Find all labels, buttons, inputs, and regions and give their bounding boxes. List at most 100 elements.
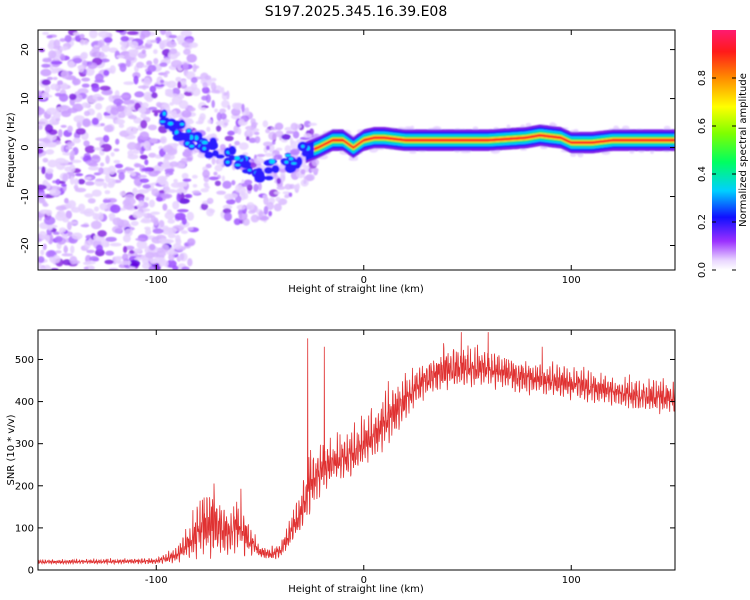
colorbar-tick-label: 0.4 (697, 166, 708, 182)
spectrogram-noise-blob (97, 230, 107, 238)
spectrogram-y-tick-label: 10 (20, 92, 31, 105)
spectrogram-ridge-blob-core (189, 144, 195, 148)
spectrogram-noise-blob (148, 170, 159, 177)
spectrogram-noise-blob (233, 103, 244, 110)
spectrogram-noise-blob (183, 91, 194, 97)
spectrogram-noise-blob (123, 81, 135, 85)
spectrogram-noise-blob (132, 149, 140, 155)
spectrogram-noise-blob (100, 123, 105, 127)
spectrogram-noise-blob (138, 200, 145, 207)
spectrogram-noise-blob (103, 37, 113, 43)
snr-y-ticks: 0 100 200 300 400 500 (15, 355, 675, 577)
spectrogram-noise-blob (233, 218, 241, 226)
spectrogram-noise-blob (65, 210, 73, 219)
spectrogram-noise-blob (103, 69, 110, 77)
spectrogram-noise-blob (147, 124, 158, 131)
spectrogram-noise-blob (93, 147, 104, 151)
spectrogram-noise-blob (211, 99, 215, 108)
spectrogram-noise-blob (152, 228, 164, 234)
spectrogram-noise-blob (71, 78, 81, 86)
spectrogram-noise-blob (216, 112, 222, 122)
spectrogram-noise-blob (113, 98, 124, 106)
spectrogram-noise-blob (264, 152, 274, 157)
spectrogram-noise-blob (160, 193, 173, 199)
spectrogram-noise-blob (41, 79, 51, 86)
spectrogram-noise-blob (200, 188, 209, 193)
spectrogram-noise-blob (40, 267, 48, 270)
colorbar-tick-label: 0.0 (697, 262, 708, 278)
spectrogram-noise-blob (175, 76, 182, 83)
spectrogram-noise-blob (254, 136, 261, 144)
spectrogram-noise-blob (237, 186, 247, 195)
spectrogram-noise-blob (69, 176, 75, 185)
spectrogram-ridge-blob (228, 145, 237, 155)
spectrogram-noise-blob (276, 186, 286, 190)
spectrogram-noise-blob (201, 106, 207, 111)
spectrogram-noise-blob (87, 61, 93, 65)
spectrogram-noise-blob (124, 245, 135, 251)
spectrogram-noise-blob (97, 30, 110, 38)
spectrogram-noise-blob (112, 217, 122, 226)
spectrogram-y-ticks: -20 -10 0 10 20 (20, 43, 675, 254)
spectrogram-noise-blob (228, 193, 238, 199)
spectrogram-noise-blob (141, 102, 149, 109)
spectrogram-noise-blob (192, 183, 198, 188)
spectrogram-noise-blob (238, 209, 243, 215)
spectrogram-noise-blob (79, 52, 87, 60)
spectrogram-noise-blob (169, 161, 179, 168)
spectrogram-noise-blob (186, 157, 193, 161)
spectrogram-noise-blob (205, 94, 211, 103)
spectrogram-noise-blob (44, 216, 56, 226)
spectrogram-noise-blob (163, 260, 169, 268)
spectrogram-noise-blob (290, 137, 294, 145)
spectrogram-noise-blob (85, 67, 95, 76)
spectrogram-noise-blob (163, 186, 171, 194)
spectrogram-noise-blob (62, 217, 70, 223)
spectrogram-noise-blob (223, 212, 232, 221)
spectrogram-noise-blob (89, 49, 100, 58)
spectrogram-ridge-blob-core (301, 144, 305, 148)
spectrogram-noise-blob (218, 150, 222, 156)
spectrogram-noise-blob (194, 149, 200, 153)
spectrogram-noise-blob (268, 131, 277, 141)
colorbar-gradient (712, 30, 736, 270)
spectrogram-noise-blob (134, 163, 142, 168)
spectrogram-noise-blob (143, 140, 151, 150)
spectrogram-noise-blob (273, 191, 281, 195)
spectrogram-noise-blob (211, 89, 220, 94)
spectrogram-noise-blob (116, 169, 126, 174)
spectrogram-noise-blob (119, 191, 126, 197)
spectrogram-ridge-blob-core (186, 129, 191, 133)
spectrogram-halo-blob (663, 125, 671, 131)
spectrogram-noise-blob (83, 266, 89, 270)
spectrogram-noise-blob (244, 179, 253, 185)
spectrogram-noise-blob (38, 192, 47, 198)
spectrogram-noise-blob (78, 203, 86, 212)
spectrogram-noise-blob (135, 237, 147, 242)
spectrogram-noise-blob (84, 145, 96, 154)
snr-plot-area (38, 332, 675, 566)
spectrogram-noise-blob (143, 208, 151, 212)
spectrogram-noise-blob (133, 75, 139, 85)
spectrogram-noise-blob (125, 58, 131, 68)
spectrogram-noise-blob (105, 250, 115, 256)
spectrogram-noise-blob (208, 176, 219, 181)
spectrogram-x-tick-label: 0 (361, 275, 367, 286)
spectrogram-noise-blob (289, 148, 300, 156)
spectrogram-noise-blob (45, 149, 55, 155)
snr-y-tick-label: 100 (15, 523, 34, 534)
snr-x-tick-label: 100 (562, 575, 581, 586)
spectrogram-noise-blob (285, 130, 296, 134)
spectrogram-noise-blob (175, 234, 181, 243)
spectrogram-noise-blob (145, 228, 152, 236)
spectrogram-noise-blob (118, 123, 125, 129)
spectrogram-noise-blob (163, 73, 168, 78)
spectrogram-noise-blob (104, 190, 111, 195)
spectrogram-noise-blob (180, 230, 188, 234)
spectrogram-noise-blob (300, 179, 309, 187)
spectrogram-noise-blob (129, 250, 135, 254)
spectrogram-noise-blob (110, 152, 115, 157)
spectrogram-noise-blob (226, 199, 236, 205)
spectrogram-y-tick-label: 20 (20, 43, 31, 56)
